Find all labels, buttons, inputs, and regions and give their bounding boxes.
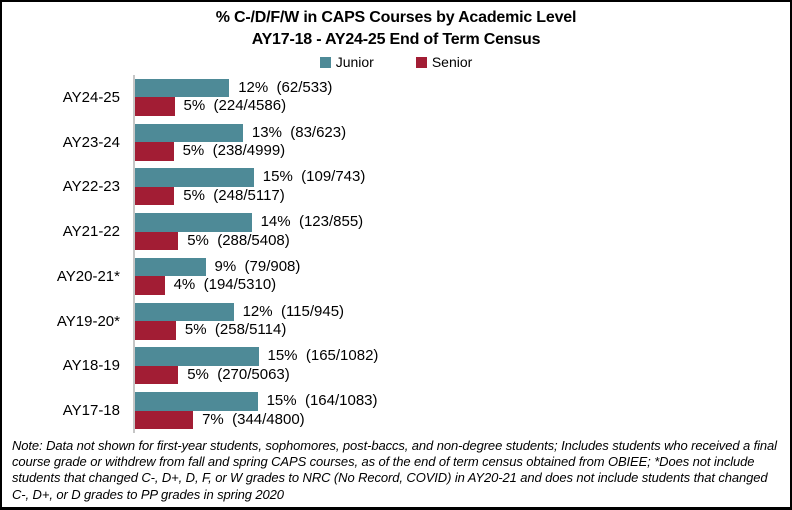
footnote: Note: Data not shown for first-year stud… xyxy=(12,438,777,502)
senior-bar-label: 5% (224/4586) xyxy=(183,97,287,115)
junior-bar-row: 13% (83/623) xyxy=(135,123,790,143)
bar-pair: 9% (79/908) 4% (194/5310) xyxy=(135,254,790,299)
bar-group: AY18-19 15% (165/1082) 5% (270/5063) xyxy=(2,344,790,389)
bar-pair: 15% (165/1082) 5% (270/5063) xyxy=(135,344,790,389)
junior-bar xyxy=(135,213,252,232)
senior-bar xyxy=(135,142,174,161)
junior-bar-row: 14% (123/855) xyxy=(135,213,790,232)
junior-bar-label: 9% (79/908) xyxy=(214,257,301,275)
bar-group: AY19-20* 12% (115/945) 5% (258/5114) xyxy=(2,299,790,344)
bar-pair: 14% (123/855) 5% (288/5408) xyxy=(135,209,790,254)
bar-group: AY22-23 15% (109/743) 5% (248/5117) xyxy=(2,165,790,210)
chart-legend: Junior Senior xyxy=(2,52,790,72)
bar-pair: 12% (115/945) 5% (258/5114) xyxy=(135,299,790,344)
chart-area: AY24-25 12% (62/533) 5% (224/4586) AY23-… xyxy=(2,75,790,433)
junior-bar xyxy=(135,78,230,98)
junior-bar-label: 15% (165/1082) xyxy=(267,347,379,365)
senior-bar-row: 4% (194/5310) xyxy=(135,276,790,295)
legend-label-junior: Junior xyxy=(335,54,374,70)
senior-bar xyxy=(135,186,175,206)
bar-pair: 13% (83/623) 5% (238/4999) xyxy=(135,120,790,165)
senior-bar-label: 4% (194/5310) xyxy=(173,276,277,294)
senior-bar xyxy=(135,231,179,251)
category-label: AY20-21* xyxy=(56,267,120,285)
category-axis-line xyxy=(133,75,135,433)
junior-bar-row: 9% (79/908) xyxy=(135,257,790,277)
legend-item-senior: Senior xyxy=(415,54,473,70)
category-label: AY17-18 xyxy=(62,402,120,420)
senior-bar-row: 5% (224/4586) xyxy=(135,97,790,116)
junior-bar xyxy=(135,257,206,277)
category-label: AY24-25 xyxy=(62,88,120,106)
senior-bar-row: 5% (270/5063) xyxy=(135,365,790,385)
senior-bar xyxy=(135,276,165,295)
bar-group: AY23-24 13% (83/623) 5% (238/4999) xyxy=(2,120,790,165)
bar-pair: 15% (109/743) 5% (248/5117) xyxy=(135,165,790,210)
bar-pair: 15% (164/1083) 7% (344/4800) xyxy=(135,388,790,433)
senior-bar-row: 7% (344/4800) xyxy=(135,410,790,430)
senior-bar-label: 5% (270/5063) xyxy=(187,365,290,383)
junior-bar-label: 15% (164/1083) xyxy=(266,392,378,410)
junior-bar-label: 12% (62/533) xyxy=(238,78,333,96)
senior-bar xyxy=(135,410,194,430)
category-label: AY21-22 xyxy=(62,223,120,241)
junior-bar-label: 15% (109/743) xyxy=(262,168,366,186)
category-label: AY22-23 xyxy=(62,178,120,196)
junior-bar-label: 13% (83/623) xyxy=(251,123,347,141)
junior-bar-row: 15% (165/1082) xyxy=(135,347,790,366)
senior-bar-label: 7% (344/4800) xyxy=(202,410,305,428)
junior-bar xyxy=(135,302,234,322)
senior-bar xyxy=(135,97,175,116)
bar-group: AY17-18 15% (164/1083) 7% (344/4800) xyxy=(2,388,790,433)
junior-swatch-icon xyxy=(319,56,331,68)
category-label: AY18-19 xyxy=(62,357,120,375)
senior-bar-row: 5% (238/4999) xyxy=(135,142,790,161)
senior-bar-label: 5% (238/4999) xyxy=(182,142,286,160)
senior-swatch-icon xyxy=(415,56,427,68)
junior-bar xyxy=(135,347,259,366)
legend-label-senior: Senior xyxy=(431,54,473,70)
bar-group: AY21-22 14% (123/855) 5% (288/5408) xyxy=(2,209,790,254)
category-label: AY19-20* xyxy=(56,312,120,330)
legend-item-junior: Junior xyxy=(319,54,374,70)
junior-bar xyxy=(135,392,258,411)
senior-bar-label: 5% (288/5408) xyxy=(187,231,290,249)
chart-header: % C-/D/F/W in CAPS Courses by Academic L… xyxy=(2,2,790,51)
chart-title: % C-/D/F/W in CAPS Courses by Academic L… xyxy=(215,9,577,26)
junior-bar xyxy=(135,123,243,143)
junior-bar-row: 12% (62/533) xyxy=(135,78,790,98)
junior-bar-row: 15% (109/743) xyxy=(135,168,790,187)
senior-bar-label: 5% (258/5114) xyxy=(184,321,287,339)
junior-bar-label: 12% (115/945) xyxy=(242,302,345,320)
bar-group: AY20-21* 9% (79/908) 4% (194/5310) xyxy=(2,254,790,299)
senior-bar xyxy=(135,321,176,340)
junior-bar-row: 15% (164/1083) xyxy=(135,392,790,411)
junior-bar-row: 12% (115/945) xyxy=(135,302,790,322)
senior-bar-row: 5% (258/5114) xyxy=(135,321,790,340)
senior-bar-row: 5% (288/5408) xyxy=(135,231,790,251)
chart-subtitle: AY17-18 - AY24-25 End of Term Census xyxy=(251,31,541,48)
bar-pair: 12% (62/533) 5% (224/4586) xyxy=(135,75,790,120)
junior-bar-label: 14% (123/855) xyxy=(260,213,364,231)
senior-bar-label: 5% (248/5117) xyxy=(183,186,285,204)
senior-bar-row: 5% (248/5117) xyxy=(135,186,790,206)
senior-bar xyxy=(135,365,179,385)
junior-bar xyxy=(135,168,254,187)
bar-group: AY24-25 12% (62/533) 5% (224/4586) xyxy=(2,75,790,120)
category-label: AY23-24 xyxy=(62,133,120,151)
